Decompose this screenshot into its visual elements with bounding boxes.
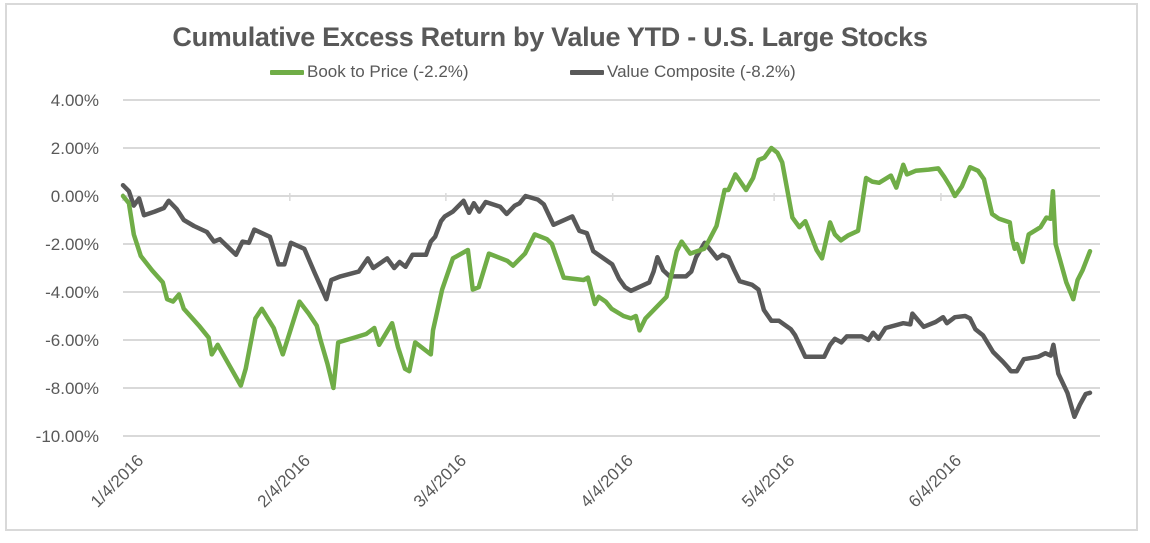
series-line-value-composite xyxy=(120,182,1093,420)
y-tick-label: -8.00% xyxy=(45,379,99,398)
x-tick-label: 5/4/2016 xyxy=(738,451,798,511)
legend-item-value-composite: Value Composite (-8.2%) xyxy=(570,62,796,82)
y-axis-ticks: 4.00% 2.00% 0.00% -2.00% -4.00% -6.00% -8.00% -… xyxy=(36,91,99,446)
legend-item-book-to-price: Book to Price (-2.2%) xyxy=(270,62,469,82)
y-tick-label: 2.00% xyxy=(51,139,99,158)
x-tick-label: 1/4/2016 xyxy=(87,451,147,511)
legend-swatch-book-to-price xyxy=(270,69,304,75)
chart-frame xyxy=(5,3,1138,531)
x-tick-label: 6/4/2016 xyxy=(905,451,965,511)
chart-title: Cumulative Excess Return by Value YTD - … xyxy=(172,22,928,52)
y-tick-label: 4.00% xyxy=(51,91,99,110)
y-tick-label: -2.00% xyxy=(45,235,99,254)
y-tick-label: -4.00% xyxy=(45,283,99,302)
x-tick-label: 3/4/2016 xyxy=(410,451,470,511)
chart-legend: Book to Price (-2.2%) Value Composite (-… xyxy=(0,62,1150,86)
series-line-book-to-price xyxy=(120,145,1093,391)
y-tick-label: -6.00% xyxy=(45,331,99,350)
y-tick-label: -10.00% xyxy=(36,427,99,446)
x-tick-label: 2/4/2016 xyxy=(254,451,314,511)
legend-label-book-to-price: Book to Price (-2.2%) xyxy=(307,62,469,81)
legend-swatch-value-composite xyxy=(570,69,604,75)
y-tick-label: 0.00% xyxy=(51,187,99,206)
legend-label-value-composite: Value Composite (-8.2%) xyxy=(607,62,796,81)
x-tick-label: 4/4/2016 xyxy=(577,451,637,511)
series-lines xyxy=(120,145,1093,420)
